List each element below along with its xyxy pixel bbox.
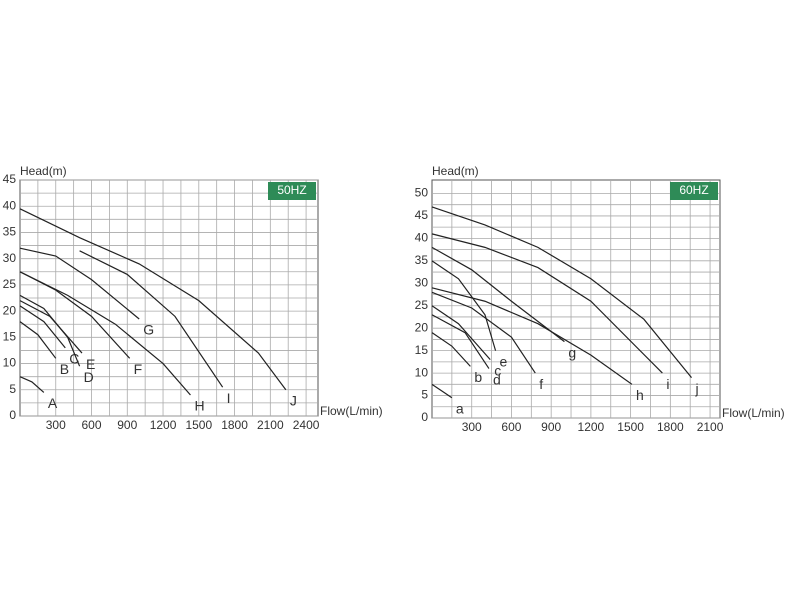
curve-label: C <box>69 351 79 367</box>
curve-label: a <box>456 400 464 416</box>
curve-label: c <box>494 362 501 378</box>
curve-label: b <box>474 369 482 385</box>
curve-label: B <box>60 361 69 377</box>
y-tick-label: 0 <box>9 408 16 422</box>
x-tick-label: 600 <box>501 420 521 434</box>
curve-label: i <box>666 376 669 392</box>
curve <box>431 383 453 399</box>
y-tick-label: 25 <box>415 298 429 312</box>
x-tick-label: 2100 <box>257 418 284 432</box>
y-tick-label: 50 <box>415 186 429 200</box>
curve-label: j <box>695 380 699 396</box>
y-tick-label: 35 <box>415 253 429 267</box>
curve <box>431 246 565 343</box>
y-tick-label: 5 <box>421 388 428 402</box>
x-tick-label: 300 <box>46 418 66 432</box>
curve-label: J <box>290 392 297 408</box>
x-tick-label: 1500 <box>185 418 212 432</box>
curve-label: f <box>539 376 543 392</box>
badge: 50HZ <box>277 183 306 197</box>
curve <box>431 287 633 385</box>
x-tick-label: 2100 <box>697 420 724 434</box>
curve <box>431 291 536 374</box>
badge: 60HZ <box>679 183 708 197</box>
y-tick-label: 20 <box>415 320 429 334</box>
curve <box>79 250 224 388</box>
curve <box>19 247 140 320</box>
y-tick-label: 5 <box>9 382 16 396</box>
curve <box>19 376 45 393</box>
curve-label: H <box>194 398 204 414</box>
curve-label: E <box>86 356 95 372</box>
curve <box>431 314 490 369</box>
x-tick-label: 1800 <box>221 418 248 432</box>
y-tick-label: 10 <box>3 356 17 370</box>
x-tick-label: 1200 <box>150 418 177 432</box>
x-tick-label: 2400 <box>293 418 320 432</box>
x-tick-label: 1200 <box>578 420 605 434</box>
y-tick-label: 0 <box>421 410 428 424</box>
x-tick-label: 1500 <box>617 420 644 434</box>
x-tick-label: 300 <box>462 420 482 434</box>
curve-label: e <box>500 353 508 369</box>
y-axis-label: Head(m) <box>20 164 67 178</box>
curve <box>431 332 471 367</box>
x-tick-label: 900 <box>541 420 561 434</box>
x-tick-label: 1800 <box>657 420 684 434</box>
y-tick-label: 25 <box>3 277 17 291</box>
x-axis-label: Flow(L/min) <box>722 406 785 420</box>
curve <box>19 271 191 396</box>
curve-label: h <box>636 387 644 403</box>
curve <box>19 321 57 359</box>
y-tick-label: 30 <box>415 275 429 289</box>
y-tick-label: 40 <box>3 198 17 212</box>
badge-box <box>670 182 718 200</box>
curve <box>19 208 287 391</box>
curve <box>19 300 83 354</box>
y-tick-label: 35 <box>3 225 17 239</box>
y-tick-label: 10 <box>415 365 429 379</box>
curve-label: I <box>227 390 231 406</box>
x-tick-label: 600 <box>82 418 102 432</box>
curve <box>431 260 497 351</box>
badge-box <box>268 182 316 200</box>
curve <box>431 233 663 374</box>
curve-label: G <box>143 322 154 338</box>
curve-label: d <box>493 371 501 387</box>
curve <box>431 206 692 378</box>
x-tick-label: 900 <box>117 418 137 432</box>
y-tick-label: 45 <box>415 208 429 222</box>
y-tick-label: 15 <box>415 343 429 357</box>
y-tick-label: 45 <box>3 172 17 186</box>
curve <box>19 305 66 349</box>
y-tick-label: 20 <box>3 303 17 317</box>
curve-label: F <box>134 361 143 377</box>
curve <box>431 305 491 361</box>
x-axis-label: Flow(L/min) <box>320 404 383 418</box>
curve-label: g <box>568 344 576 360</box>
y-tick-label: 30 <box>3 251 17 265</box>
curve-label: A <box>48 395 58 411</box>
y-axis-label: Head(m) <box>432 164 479 178</box>
curve-label: D <box>84 369 94 385</box>
y-tick-label: 40 <box>415 231 429 245</box>
y-tick-label: 15 <box>3 330 17 344</box>
